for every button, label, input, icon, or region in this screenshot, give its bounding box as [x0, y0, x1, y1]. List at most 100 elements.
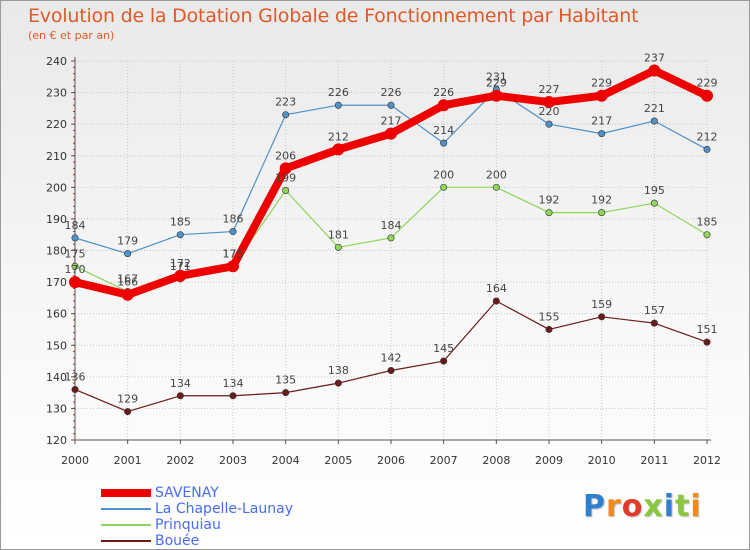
data-point — [387, 367, 395, 375]
data-label: 237 — [644, 51, 665, 64]
data-point — [176, 392, 184, 400]
data-point — [701, 89, 713, 102]
data-point — [545, 209, 553, 217]
data-point — [490, 89, 503, 102]
data-label: 229 — [486, 77, 507, 90]
x-tick-label: 2002 — [166, 454, 194, 467]
x-tick-label: 2004 — [272, 454, 300, 467]
data-point — [703, 338, 711, 346]
data-label: 167 — [117, 273, 138, 286]
proxiti-logo: Proxiti — [583, 489, 702, 524]
data-label: 145 — [433, 342, 454, 355]
data-label: 226 — [328, 86, 349, 99]
data-label: 170 — [65, 263, 86, 276]
data-label: 185 — [697, 216, 718, 229]
legend-item: La Chapelle-Launay — [101, 501, 361, 517]
data-point — [648, 64, 661, 77]
data-label: 175 — [223, 247, 244, 260]
data-label: 212 — [697, 130, 718, 143]
chart-subtitle: (en € et par an) — [28, 29, 115, 42]
data-point — [334, 243, 342, 251]
data-point — [334, 379, 342, 387]
data-label: 151 — [697, 323, 718, 336]
legend: SAVENAY La Chapelle-Launay Prinquiau Bouée — [101, 485, 361, 549]
y-tick-label: 160 — [46, 308, 67, 321]
data-label: 206 — [275, 149, 296, 162]
data-point — [492, 297, 500, 305]
y-tick-label: 220 — [46, 118, 67, 131]
data-point — [282, 186, 290, 194]
data-point — [229, 392, 237, 400]
data-point — [650, 117, 658, 125]
data-point — [124, 250, 132, 258]
data-point — [174, 269, 187, 282]
data-point — [598, 313, 606, 321]
x-tick-label: 2003 — [219, 454, 247, 467]
data-label: 184 — [65, 219, 86, 232]
x-tick-label: 2006 — [377, 454, 405, 467]
data-label: 192 — [591, 194, 612, 207]
data-label: 134 — [223, 377, 244, 390]
data-point — [598, 209, 606, 217]
data-point — [229, 228, 237, 236]
data-label: 200 — [486, 168, 507, 181]
x-tick-label: 2008 — [482, 454, 510, 467]
y-tick-label: 140 — [46, 371, 67, 384]
x-tick-label: 2011 — [640, 454, 668, 467]
logo-letter: i — [690, 489, 702, 524]
data-label: 184 — [381, 219, 402, 232]
axes: 120 130 140 150 160 170 180 190 200 210 220 230 240 2… — [46, 55, 721, 467]
legend-item: Bouée — [101, 533, 361, 549]
legend-label: La Chapelle-Launay — [155, 501, 293, 517]
y-tick-label: 240 — [46, 55, 67, 68]
data-label: 221 — [644, 102, 665, 115]
logo-letter: r — [606, 489, 622, 524]
logo-letter: i — [663, 489, 676, 524]
data-point — [279, 162, 292, 175]
y-tick-label: 120 — [46, 434, 67, 447]
y-tick-label: 130 — [46, 402, 67, 415]
data-point — [121, 288, 134, 301]
y-tick-label: 200 — [46, 181, 67, 194]
data-label: 134 — [170, 377, 191, 390]
series-lines — [69, 64, 713, 416]
data-label: 135 — [275, 374, 296, 387]
legend-item: SAVENAY — [101, 485, 361, 501]
data-point — [437, 99, 450, 112]
data-point — [227, 260, 239, 273]
data-point — [282, 111, 290, 119]
data-point — [71, 385, 79, 393]
data-label: 136 — [65, 370, 86, 383]
data-point — [703, 231, 711, 239]
data-label: 181 — [328, 228, 349, 241]
data-point — [69, 276, 81, 289]
legend-swatch — [101, 489, 151, 497]
data-point — [545, 325, 553, 333]
data-label: 223 — [275, 96, 296, 109]
data-point — [334, 101, 342, 109]
data-point — [440, 139, 448, 147]
data-label: 164 — [486, 282, 507, 295]
y-tick-label: 230 — [46, 87, 67, 100]
data-point — [387, 101, 395, 109]
data-point — [71, 262, 79, 270]
data-label: 138 — [328, 364, 349, 377]
data-point — [176, 231, 184, 239]
data-label: 129 — [117, 393, 138, 406]
data-point — [332, 143, 345, 156]
data-label: 175 — [65, 247, 86, 260]
data-label: 214 — [433, 124, 454, 137]
data-label: 229 — [697, 77, 718, 90]
data-label: 227 — [539, 83, 560, 96]
data-point — [703, 145, 711, 153]
data-label: 199 — [275, 171, 296, 184]
logo-letter: t — [675, 489, 691, 524]
data-label: 175 — [223, 247, 244, 260]
data-label: 179 — [117, 235, 138, 248]
x-tick-label: 2001 — [114, 454, 142, 467]
data-point — [650, 199, 658, 207]
y-tick-label: 150 — [46, 339, 67, 352]
data-labels: 170 166 172 175 206 212 217 226 229 227 229 237 229 1… — [65, 51, 718, 405]
